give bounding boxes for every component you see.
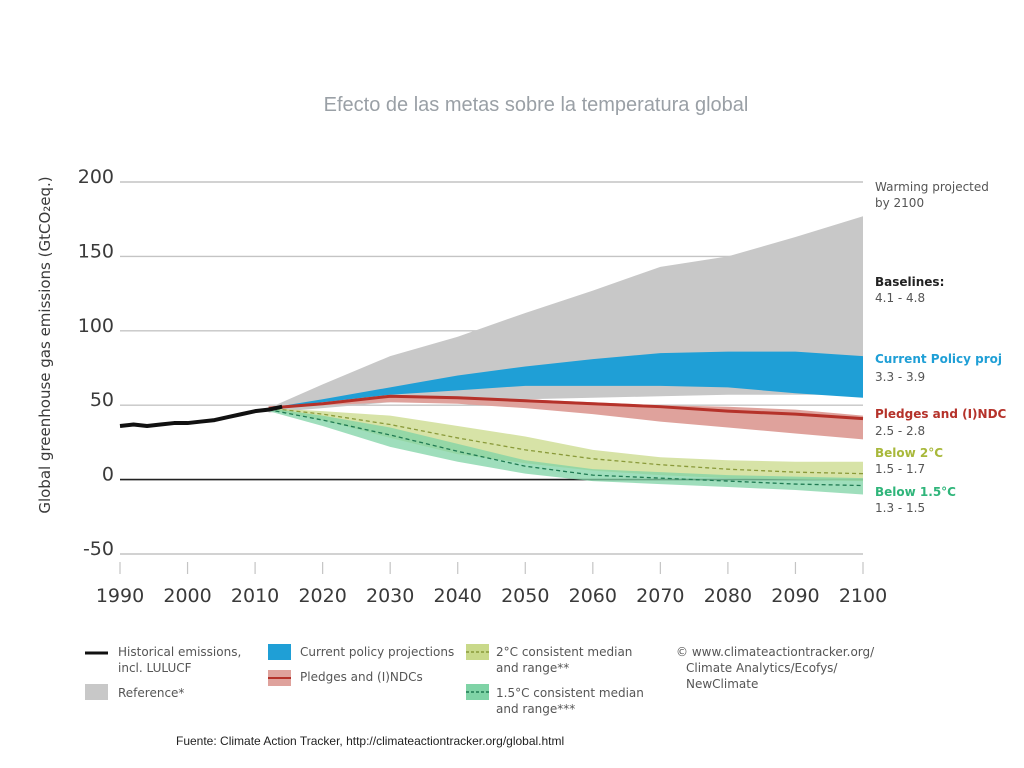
- x-tick-1990: 1990: [96, 585, 144, 607]
- legend-credit-1: © www.climateactiontracker.org/: [676, 645, 875, 659]
- legend-label-pledges: Pledges and (I)NDCs: [300, 670, 423, 684]
- pledges-title: Pledges and (I)NDC: [875, 407, 1007, 421]
- current-policy-range: 3.3 - 3.9: [875, 370, 925, 384]
- warming-header-part: by 2100: [875, 196, 924, 210]
- slide-title: Efecto de las metas sobre la temperatura…: [323, 94, 749, 116]
- area-below15: [268, 408, 864, 495]
- source-caption: Fuente: Climate Action Tracker, http://c…: [176, 734, 565, 748]
- chart-areas: [119, 216, 864, 495]
- below15-title: Below 1.5°C: [875, 485, 956, 499]
- x-tick-2000: 2000: [163, 585, 211, 607]
- area-below2: [268, 408, 864, 482]
- warming-header-part: Warming projected: [875, 180, 989, 194]
- y-tick-100: 100: [78, 315, 114, 337]
- median-below15: [268, 409, 864, 487]
- legend-label-below2-2: and range**: [496, 661, 569, 675]
- legend-credit-2: Climate Analytics/Ecofys/: [686, 661, 838, 675]
- x-tick-2020: 2020: [298, 585, 346, 607]
- below2-range: 1.5 - 1.7: [875, 462, 925, 476]
- current-policy-title: Current Policy proj: [875, 352, 1002, 366]
- x-tick-2090: 2090: [771, 585, 819, 607]
- tick-labels: 200 150 100 50 0 -50 1990 2000 2010 2020 2030 2040 2…: [78, 166, 887, 607]
- legend: Historical emissions, incl. LULUCF Refer…: [85, 644, 875, 716]
- y-tick-150: 150: [78, 240, 114, 262]
- x-tick-2100: 2100: [839, 585, 887, 607]
- legend-label-historical-2: incl. LULUCF: [118, 661, 192, 675]
- x-tick-2080: 2080: [704, 585, 752, 607]
- line-historical: [119, 404, 283, 429]
- y-tick-200: 200: [78, 166, 114, 188]
- legend-label-below15-2: and range***: [496, 702, 575, 716]
- below15-range: 1.3 - 1.5: [875, 501, 925, 515]
- legend-credit-3: NewClimate: [686, 677, 758, 691]
- area-current_policy: [268, 351, 864, 409]
- baselines-range: 4.1 - 4.8: [875, 291, 925, 305]
- x-tick-2010: 2010: [231, 585, 279, 607]
- x-tick-2040: 2040: [434, 585, 482, 607]
- warming-header-line1: Warming projected by 2100: [875, 180, 989, 210]
- legend-label-reference: Reference*: [118, 686, 184, 700]
- legend-label-below2-1: 2°C consistent median: [496, 645, 632, 659]
- x-tick-2050: 2050: [501, 585, 549, 607]
- x-tick-2030: 2030: [366, 585, 414, 607]
- legend-label-current: Current policy projections: [300, 645, 454, 659]
- y-axis-label: Global greenhouse gas emissions (GtCO₂eq…: [36, 176, 54, 513]
- x-tick-2060: 2060: [569, 585, 617, 607]
- y-tick-0: 0: [102, 464, 114, 486]
- below2-title: Below 2°C: [875, 446, 943, 460]
- legend-label-historical-1: Historical emissions,: [118, 645, 241, 659]
- legend-swatch-current: [268, 644, 291, 660]
- pledges-range: 2.5 - 2.8: [875, 424, 925, 438]
- y-tick--50: -50: [83, 538, 114, 560]
- median-below2: [268, 407, 864, 475]
- legend-label-below15-1: 1.5°C consistent median: [496, 686, 644, 700]
- baselines-title: Baselines:: [875, 275, 944, 289]
- x-tick-2070: 2070: [636, 585, 684, 607]
- median-pledges: [268, 394, 864, 421]
- warming-annotations: Warming projected by 2100 Baselines: 4.1 …: [875, 180, 1007, 515]
- legend-swatch-reference: [85, 684, 108, 700]
- y-tick-50: 50: [90, 389, 114, 411]
